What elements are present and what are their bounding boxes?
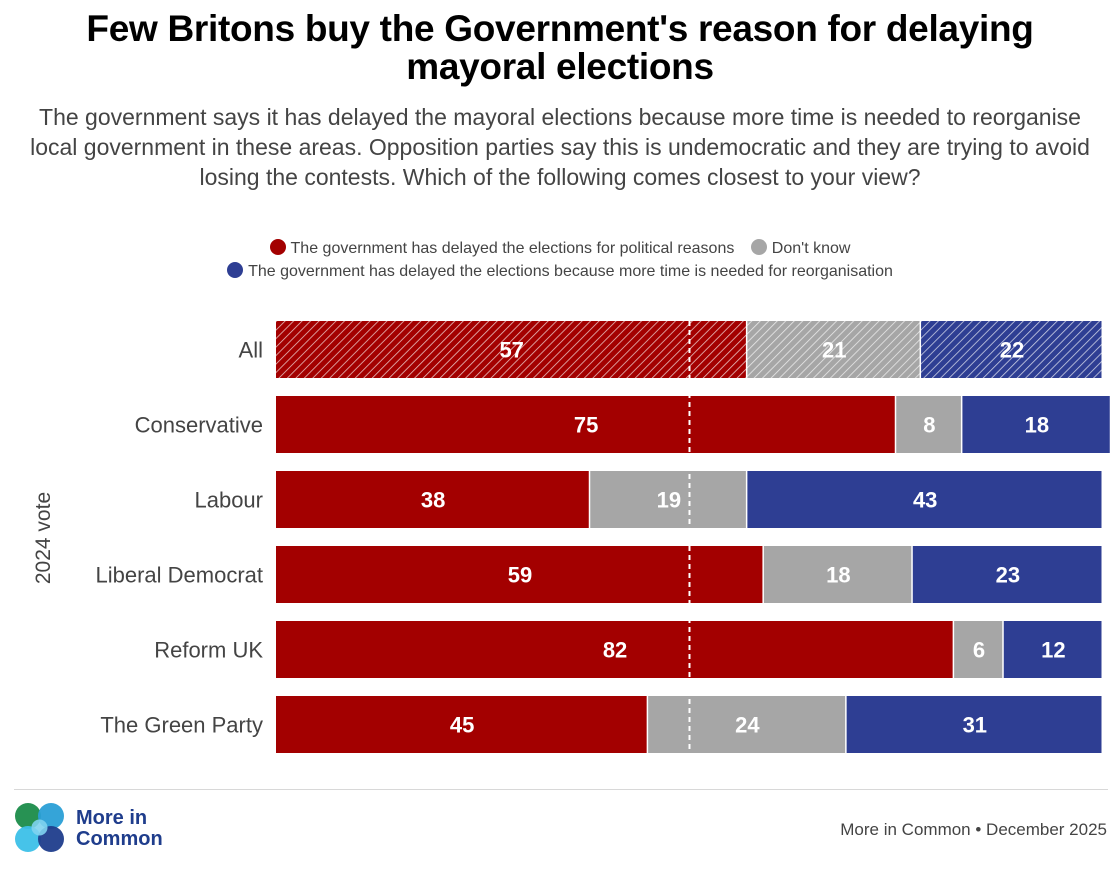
chart-title: Few Britons buy the Government's reason … bbox=[86, 8, 1034, 87]
logo-line-1: More in bbox=[76, 807, 148, 829]
stacked-bar-chart: 57 21 22 75 8 18 38 19 43 59 18 23 82 6 12 45 24 31 All Co… bbox=[32, 321, 1110, 753]
bar-all-political-reasons bbox=[276, 321, 746, 378]
legend: The government has delayed the elections… bbox=[40, 237, 1080, 283]
data-label-labour-dont-know: 19 bbox=[657, 488, 681, 513]
data-label-reform-uk-political-reasons: 82 bbox=[603, 638, 627, 663]
bar-liberal-democrat-political-reasons bbox=[276, 546, 763, 603]
data-label-liberal-democrat-political-reasons: 59 bbox=[508, 563, 532, 588]
bar-liberal-democrat-dont-know bbox=[763, 546, 912, 603]
bar-the-green-party-dont-know bbox=[648, 696, 846, 753]
data-label-all-political-reasons: 57 bbox=[499, 338, 523, 363]
legend-row-1: The government has delayed the elections… bbox=[40, 237, 1080, 260]
category-label-the-green-party: The Green Party bbox=[100, 713, 263, 738]
data-label-the-green-party-reorganisation: 31 bbox=[963, 713, 987, 738]
legend-label-reorganisation: The government has delayed the elections… bbox=[248, 263, 893, 280]
logo-line-2: Common bbox=[76, 828, 163, 850]
legend-swatch-political bbox=[269, 239, 286, 255]
category-label-liberal-democrat: Liberal Democrat bbox=[95, 563, 263, 588]
bar-conservative-reorganisation bbox=[962, 396, 1110, 453]
bar-labour-reorganisation bbox=[747, 471, 1102, 528]
data-label-conservative-dont-know: 8 bbox=[923, 413, 935, 438]
y-axis-label: 2024 vote bbox=[32, 492, 55, 584]
bar-conservative-political-reasons bbox=[276, 396, 895, 453]
bar-labour-political-reasons bbox=[276, 471, 589, 528]
data-label-reform-uk-reorganisation: 12 bbox=[1041, 638, 1065, 663]
legend-swatch-dont-know bbox=[750, 239, 767, 255]
source-credit: More in Common • December 2025 bbox=[840, 820, 1107, 839]
data-label-labour-reorganisation: 43 bbox=[913, 488, 937, 513]
legend-label-political: The government has delayed the elections… bbox=[290, 240, 735, 257]
chart-subtitle: The government says it has delayed the m… bbox=[30, 104, 1090, 190]
bar-reform-uk-political-reasons bbox=[276, 621, 953, 678]
category-label-conservative: Conservative bbox=[135, 413, 263, 438]
category-label-reform-uk: Reform UK bbox=[154, 638, 263, 663]
bar-the-green-party-reorganisation bbox=[846, 696, 1102, 753]
category-label-all: All bbox=[239, 338, 263, 363]
data-label-all-dont-know: 21 bbox=[822, 338, 846, 363]
bar-labour-dont-know bbox=[590, 471, 746, 528]
more-in-common-logo-icon bbox=[15, 803, 64, 852]
data-label-conservative-political-reasons: 75 bbox=[574, 413, 598, 438]
data-label-all-reorganisation: 22 bbox=[1000, 338, 1024, 363]
data-label-the-green-party-dont-know: 24 bbox=[735, 713, 760, 738]
bar-reform-uk-dont-know bbox=[954, 621, 1003, 678]
bars-group: 57 21 22 75 8 18 38 19 43 59 18 23 82 6 12 45 24 31 bbox=[276, 321, 1110, 753]
category-labels: All Conservative Labour Liberal Democrat Ref… bbox=[95, 338, 263, 738]
legend-row-2: The government has delayed the elections… bbox=[40, 260, 1080, 283]
bar-all-reorganisation bbox=[921, 321, 1102, 378]
data-label-labour-political-reasons: 38 bbox=[421, 488, 445, 513]
data-label-conservative-reorganisation: 18 bbox=[1025, 413, 1049, 438]
bar-all-dont-know bbox=[747, 321, 920, 378]
legend-item-reorganisation: The government has delayed the elections… bbox=[227, 260, 893, 283]
legend-item-dont-know: Don't know bbox=[750, 237, 851, 260]
data-label-reform-uk-dont-know: 6 bbox=[973, 638, 985, 663]
category-label-labour: Labour bbox=[194, 488, 263, 513]
data-label-liberal-democrat-reorganisation: 23 bbox=[996, 563, 1020, 588]
logo-wordmark: More in Common bbox=[76, 808, 163, 850]
data-label-liberal-democrat-dont-know: 18 bbox=[826, 563, 850, 588]
data-label-the-green-party-political-reasons: 45 bbox=[450, 713, 474, 738]
legend-item-political: The government has delayed the elections… bbox=[269, 237, 735, 260]
bar-the-green-party-political-reasons bbox=[276, 696, 647, 753]
bar-reform-uk-reorganisation bbox=[1003, 621, 1102, 678]
footer-divider bbox=[14, 789, 1108, 790]
legend-swatch-reorganisation bbox=[227, 262, 244, 278]
bar-liberal-democrat-reorganisation bbox=[912, 546, 1102, 603]
legend-label-dont-know: Don't know bbox=[771, 240, 851, 257]
bar-conservative-dont-know bbox=[896, 396, 961, 453]
